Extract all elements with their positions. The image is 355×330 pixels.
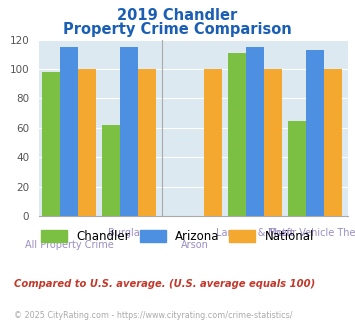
Bar	[264, 69, 282, 216]
Text: Arson: Arson	[181, 240, 209, 250]
Text: Property Crime Comparison: Property Crime Comparison	[63, 22, 292, 37]
Bar	[120, 47, 138, 216]
Text: © 2025 CityRating.com - https://www.cityrating.com/crime-statistics/: © 2025 CityRating.com - https://www.city…	[14, 311, 293, 320]
Text: Compared to U.S. average. (U.S. average equals 100): Compared to U.S. average. (U.S. average …	[14, 279, 316, 289]
Bar	[138, 69, 156, 216]
Bar	[306, 50, 324, 216]
Bar	[246, 47, 264, 216]
Bar	[102, 125, 120, 216]
Text: 2019 Chandler: 2019 Chandler	[118, 8, 237, 23]
Legend: Chandler, Arizona, National: Chandler, Arizona, National	[37, 225, 318, 248]
Bar	[228, 53, 246, 216]
Bar	[42, 72, 60, 216]
Text: Burglary: Burglary	[108, 228, 150, 238]
Bar	[324, 69, 342, 216]
Bar	[204, 69, 222, 216]
Bar	[288, 120, 306, 216]
Bar	[60, 47, 78, 216]
Text: Motor Vehicle Theft: Motor Vehicle Theft	[268, 228, 355, 238]
Bar	[78, 69, 96, 216]
Text: Larceny & Theft: Larceny & Theft	[216, 228, 294, 238]
Text: All Property Crime: All Property Crime	[25, 240, 114, 250]
